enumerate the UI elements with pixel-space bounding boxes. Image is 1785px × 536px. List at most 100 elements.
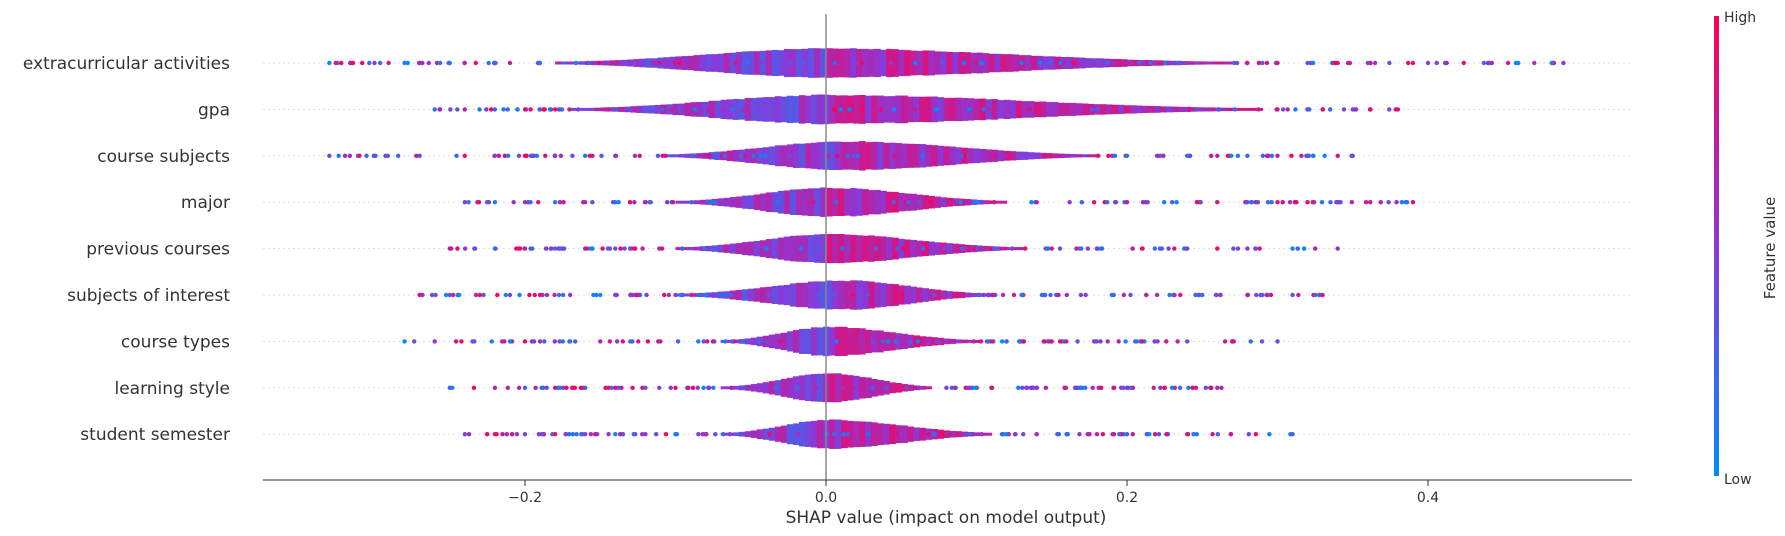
violin-slice <box>1154 106 1161 113</box>
violin-slice <box>895 95 902 124</box>
violin-slice <box>777 237 785 260</box>
sample-dot <box>472 246 478 251</box>
sample-dot <box>522 339 528 344</box>
outlier-dot <box>1335 200 1340 205</box>
sample-dot <box>614 339 620 344</box>
sample-dot <box>1083 292 1088 298</box>
sample-dot <box>917 200 922 205</box>
sample-dot <box>855 153 861 158</box>
violin-slice <box>1030 55 1038 71</box>
sample-dot <box>860 432 865 437</box>
sample-dot <box>1489 60 1495 66</box>
violin-slice <box>868 190 875 215</box>
violin-slice <box>895 143 902 169</box>
outlier-dot <box>447 60 452 66</box>
sample-dot <box>1147 432 1152 437</box>
sample-dot <box>1196 292 1201 298</box>
violin-slice <box>789 49 797 77</box>
sample-dot <box>453 339 459 344</box>
sample-dot <box>1172 246 1177 251</box>
violin-slice <box>819 281 827 309</box>
violin-slice <box>835 95 842 124</box>
violin-slice <box>889 424 896 445</box>
violin-slice <box>753 240 761 257</box>
sample-dot <box>1215 432 1221 437</box>
violin-slice <box>907 426 914 442</box>
sample-dot <box>1091 200 1097 205</box>
violin-slice <box>810 327 818 356</box>
violin-slice <box>789 189 797 215</box>
sample-dot <box>450 292 456 298</box>
sample-dot <box>645 339 651 344</box>
sample-dot <box>729 107 735 112</box>
violin-slice <box>816 420 824 449</box>
sample-dot <box>940 432 946 437</box>
violin-slice <box>798 375 806 401</box>
violin-slice <box>1187 61 1194 65</box>
sample-dot <box>336 153 341 158</box>
sample-dot <box>892 153 898 158</box>
sample-dot <box>1203 385 1209 390</box>
sample-dot <box>484 200 490 205</box>
sample-dot <box>558 153 564 158</box>
sample-dot <box>640 432 645 437</box>
outlier-dot <box>537 292 543 298</box>
outlier-dot <box>432 107 437 112</box>
sample-dot <box>1171 292 1176 298</box>
outlier-dot <box>643 385 648 390</box>
violin-slice <box>723 197 731 207</box>
sample-dot <box>721 432 726 437</box>
sample-dot <box>985 292 990 298</box>
violin-slice <box>795 49 803 77</box>
sample-dot <box>443 292 449 298</box>
violin-slice <box>832 234 839 264</box>
violin-slice <box>1117 104 1125 115</box>
sample-dot <box>915 339 921 344</box>
sample-dot <box>527 292 532 298</box>
violin-slice <box>816 94 824 125</box>
colorbar-high-label: High <box>1724 10 1756 26</box>
outlier-dot <box>447 292 452 298</box>
violin-slice <box>678 154 686 158</box>
sample-dot <box>1116 339 1121 344</box>
sample-dot <box>1057 339 1063 344</box>
sample-dot <box>657 246 662 251</box>
sample-dot <box>767 432 772 437</box>
sample-dot <box>1532 60 1537 66</box>
outlier-dot <box>1305 107 1310 112</box>
colorbar-gradient <box>1714 16 1719 476</box>
violin-slice <box>892 284 899 306</box>
violin-slice <box>819 234 827 264</box>
outlier-dot <box>522 385 528 390</box>
sample-dot <box>1295 246 1300 251</box>
outlier-dot <box>1335 153 1340 158</box>
sample-dot <box>831 292 836 298</box>
sample-dot <box>690 385 696 390</box>
violin-slice <box>711 54 719 72</box>
violin-slice <box>973 432 981 437</box>
sample-dot <box>532 292 537 298</box>
sample-dot <box>495 292 500 298</box>
sample-dot <box>1130 432 1135 437</box>
sample-dot <box>1219 385 1224 390</box>
violin-slice <box>961 97 969 121</box>
violin-slice <box>925 96 932 123</box>
violin-slice <box>934 196 941 208</box>
outlier-dot <box>417 153 422 158</box>
outlier-dot <box>1320 107 1325 112</box>
sample-dot <box>1001 432 1006 437</box>
sample-dot <box>856 339 861 344</box>
violin-slice <box>753 288 761 302</box>
sample-dot <box>557 339 562 344</box>
violin-slice <box>889 142 896 169</box>
violin-slice <box>555 61 562 65</box>
sample-dot <box>622 246 627 251</box>
outlier-dot <box>507 60 513 66</box>
sample-dot <box>1145 200 1150 205</box>
violin-slice <box>759 50 767 76</box>
violin-slice <box>916 240 923 257</box>
violin-slice <box>612 107 619 112</box>
sample-dot <box>1549 60 1554 66</box>
violin-major <box>675 187 1008 217</box>
sample-dot <box>1481 60 1487 66</box>
